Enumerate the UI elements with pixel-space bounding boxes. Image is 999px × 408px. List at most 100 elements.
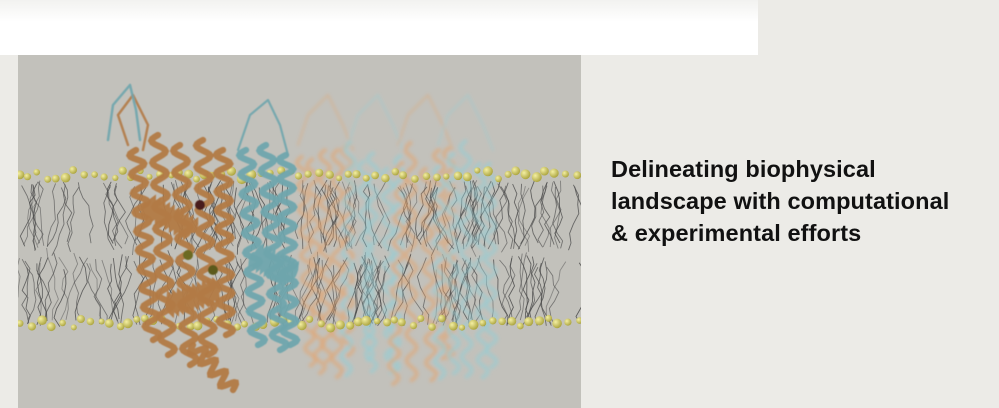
lipid-headgroup <box>46 322 56 332</box>
lipid-tail <box>507 258 515 325</box>
lipid-headgroup <box>474 167 481 174</box>
protein-loop <box>236 98 290 157</box>
lipid-tail <box>62 181 73 243</box>
ligand-sphere <box>195 200 205 210</box>
lipid-headgroup <box>552 318 562 329</box>
lipid-tail <box>114 254 123 320</box>
lipid-tail <box>331 265 337 327</box>
lipid-headgroup <box>70 324 77 331</box>
lipid-headgroup <box>86 317 95 326</box>
lipid-tail <box>541 182 555 245</box>
protein-helix <box>192 136 219 359</box>
lipid-headgroup <box>325 170 334 179</box>
lipid-headgroup <box>422 172 431 180</box>
lipid-tail <box>462 187 476 250</box>
lipid-tail <box>537 257 552 326</box>
lipid-headgroup <box>18 319 24 327</box>
lipid-tail <box>321 179 329 246</box>
lipid-tail <box>518 256 528 322</box>
protein-helix <box>403 140 419 383</box>
lipid-headgroup <box>390 316 398 324</box>
lipid-tail <box>522 255 532 321</box>
lipid-tail <box>32 184 45 246</box>
lipid-tail <box>58 256 69 321</box>
lipid-headgroup <box>468 319 479 330</box>
faded-protein-copies <box>294 94 499 387</box>
lipid-tail <box>574 186 581 206</box>
lipid-tail <box>18 257 21 325</box>
lipid-headgroup <box>479 319 487 327</box>
lipid-headgroup <box>193 321 203 331</box>
lipid-headgroup <box>317 320 325 328</box>
lipid-tail <box>37 256 52 321</box>
lipid-tail <box>21 258 37 320</box>
membrane-protein-illustration <box>18 55 581 408</box>
lipid-tail <box>21 260 31 324</box>
lipid-tail <box>520 180 536 245</box>
lipid-headgroup <box>326 323 336 333</box>
lipid-tail <box>46 183 57 248</box>
lipid-tail <box>225 179 234 241</box>
lipid-headgroup <box>193 175 200 183</box>
lipid-headgroup <box>448 321 458 331</box>
lipid-tail <box>568 184 580 251</box>
protein-helix <box>317 147 334 364</box>
lipid-tail <box>30 184 38 250</box>
lipid-headgroup <box>118 166 127 175</box>
lipid-headgroup <box>428 323 436 331</box>
lipid-headgroup <box>184 169 194 179</box>
lipid-headgroup <box>458 324 466 331</box>
lipid-tail <box>106 263 116 324</box>
lipid-headgroup <box>524 317 534 327</box>
lipid-headgroup <box>146 173 153 180</box>
protein-loop <box>297 94 354 151</box>
lipid-headgroup <box>540 166 549 176</box>
lipid-headgroup <box>104 318 114 328</box>
protein-helix <box>275 151 301 349</box>
lipid-headgroup <box>362 174 370 182</box>
protein-helix <box>329 147 346 380</box>
ligand-sphere <box>183 250 193 260</box>
lipid-headgroup <box>383 318 392 327</box>
lipid-headgroup <box>315 168 324 177</box>
lipid-tail <box>537 185 545 248</box>
lipid-tail <box>36 263 43 326</box>
lipid-tail <box>419 179 437 242</box>
lipid-headgroup <box>573 171 581 180</box>
lipid-headgroup <box>60 172 71 183</box>
lipid-headgroup <box>507 316 517 326</box>
lipid-tail <box>23 181 39 246</box>
lipid-headgroup <box>399 171 407 180</box>
protein-helix <box>212 146 237 339</box>
lipid-headgroup <box>495 175 502 183</box>
lipid-tail <box>51 184 66 256</box>
protein-helix <box>386 160 409 387</box>
lipid-tail <box>517 183 526 250</box>
lipid-tail <box>27 183 39 248</box>
lipid-headgroup <box>534 316 545 326</box>
lipid-headgroup <box>69 166 77 174</box>
protein-helix <box>472 161 491 380</box>
lipid-tail <box>529 256 536 322</box>
lipid-headgroup <box>344 170 352 178</box>
lipid-headgroup <box>33 168 40 176</box>
protein-helix <box>432 164 448 381</box>
lipid-headgroup <box>335 320 345 330</box>
lipid-headgroup <box>91 171 98 178</box>
lipid-headgroup <box>564 318 572 326</box>
lipid-headgroup <box>297 320 307 331</box>
lipid-tail <box>233 187 244 255</box>
protein-loop <box>437 94 494 151</box>
lipid-tail <box>53 269 67 327</box>
lipid-tail <box>106 181 114 244</box>
lipid-headgroup <box>504 170 512 178</box>
lipid-headgroup <box>27 322 36 331</box>
lipid-headgroup <box>489 317 497 325</box>
lipid-tail <box>46 187 67 247</box>
lipid-headgroup <box>241 320 248 328</box>
lipid-tail <box>86 263 108 325</box>
lipid-tail <box>540 261 548 326</box>
lipid-headgroup <box>116 322 125 331</box>
headline-line-2: landscape with computational <box>611 188 950 214</box>
protein-helix <box>338 140 358 378</box>
